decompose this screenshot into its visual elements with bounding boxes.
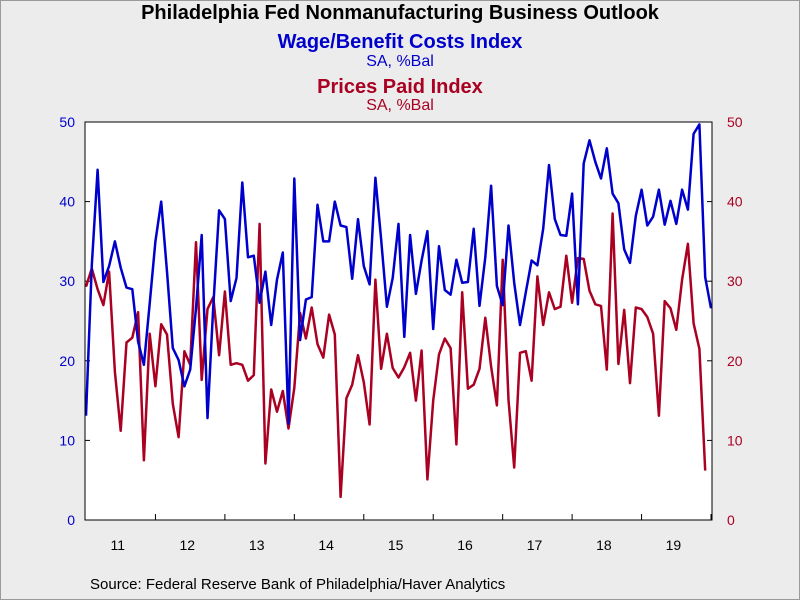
- plot-border: [84, 121, 713, 521]
- y-left-tick-label: 0: [67, 512, 75, 528]
- x-tick-label: 14: [318, 537, 334, 553]
- series2-title: Prices Paid Index: [317, 76, 483, 98]
- x-tick-label: 18: [596, 537, 612, 553]
- y-right-tick-label: 30: [727, 273, 743, 289]
- x-tick-label: 17: [527, 537, 543, 553]
- y-left-tick-label: 40: [59, 194, 75, 210]
- y-right-tick-label: 10: [727, 432, 743, 448]
- y-right-tick-label: 0: [727, 512, 735, 528]
- x-tick-label: 11: [111, 537, 126, 553]
- series1-title: Wage/Benefit Costs Index: [277, 31, 523, 53]
- y-left-tick-label: 30: [59, 273, 75, 289]
- y-right-tick-label: 50: [727, 114, 743, 130]
- x-tick-label: 19: [666, 537, 682, 553]
- x-tick-label: 13: [249, 537, 265, 553]
- series1-subtitle: SA, %Bal: [366, 53, 434, 70]
- x-tick-label: 16: [457, 537, 473, 553]
- y-left-tick-label: 50: [59, 114, 75, 130]
- chart-title: Philadelphia Fed Nonmanufacturing Busine…: [141, 2, 659, 24]
- x-tick-label: 15: [388, 537, 404, 553]
- y-left-tick-label: 20: [59, 353, 75, 369]
- y-right-tick-label: 20: [727, 353, 743, 369]
- source-note: Source: Federal Reserve Bank of Philadel…: [90, 576, 506, 593]
- series2-subtitle: SA, %Bal: [366, 97, 434, 114]
- series-wage-benefit-line: [84, 123, 713, 425]
- x-tick-label: 12: [179, 537, 195, 553]
- series-prices-paid-line: [84, 212, 707, 499]
- y-left-tick-label: 10: [59, 432, 75, 448]
- y-right-tick-label: 40: [727, 194, 743, 210]
